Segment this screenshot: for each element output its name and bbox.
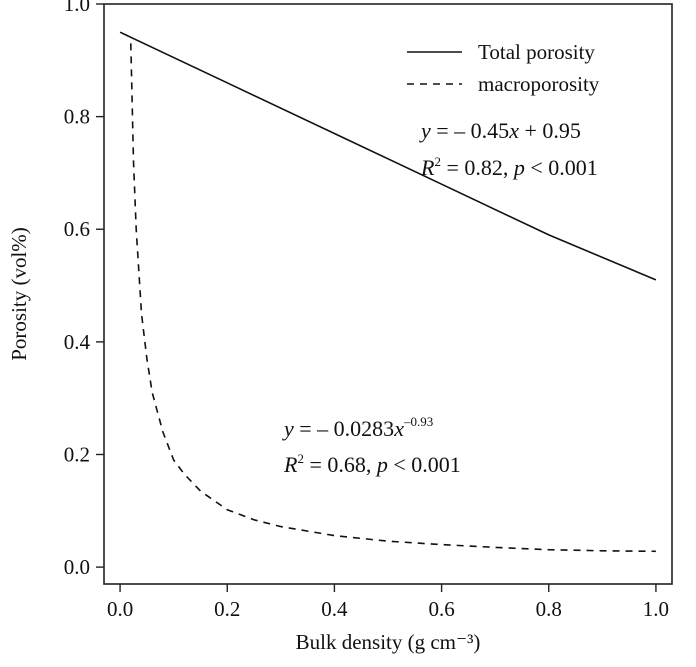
- series-line-total-porosity: [119, 31, 657, 281]
- equation-macro: y = – 0.0283x–0.93: [282, 414, 433, 441]
- r2-total: R2 = 0.82, p < 0.001: [420, 154, 598, 180]
- x-tick-label: 0.8: [536, 597, 562, 621]
- annotation-macro: y = – 0.0283x–0.93 R2 = 0.68, p < 0.001: [282, 414, 461, 477]
- y-axis-title: Porosity (vol%): [7, 227, 31, 361]
- x-tick-label: 0.2: [214, 597, 240, 621]
- legend: Total porosity macroporosity: [407, 40, 600, 96]
- y-tick-label: 0.6: [64, 217, 90, 241]
- series-line-macroporosity: [130, 43, 656, 553]
- series-layer: [119, 31, 657, 553]
- x-axis-title: Bulk density (g cm⁻³): [296, 630, 481, 654]
- y-tick-label: 0.2: [64, 442, 90, 466]
- r2-macro: R2 = 0.68, p < 0.001: [283, 451, 461, 477]
- y-axis: 0.0 0.2 0.4 0.6 0.8 1.0: [64, 0, 104, 579]
- x-axis: 0.0 0.2 0.4 0.6 0.8 1.0: [107, 584, 669, 621]
- equation-total: y = – 0.45x + 0.95: [419, 118, 581, 143]
- plot-frame: [103, 3, 673, 585]
- y-tick-label: 1.0: [64, 0, 90, 16]
- legend-label-macro: macroporosity: [478, 72, 600, 96]
- x-tick-label: 0.0: [107, 597, 133, 621]
- x-tick-label: 1.0: [643, 597, 669, 621]
- x-tick-label: 0.6: [428, 597, 454, 621]
- y-tick-label: 0.8: [64, 105, 90, 129]
- x-tick-label: 0.4: [321, 597, 348, 621]
- y-tick-label: 0.4: [64, 330, 91, 354]
- annotation-total: y = – 0.45x + 0.95 R2 = 0.82, p < 0.001: [419, 118, 598, 180]
- y-tick-label: 0.0: [64, 555, 90, 579]
- legend-label-total: Total porosity: [478, 40, 595, 64]
